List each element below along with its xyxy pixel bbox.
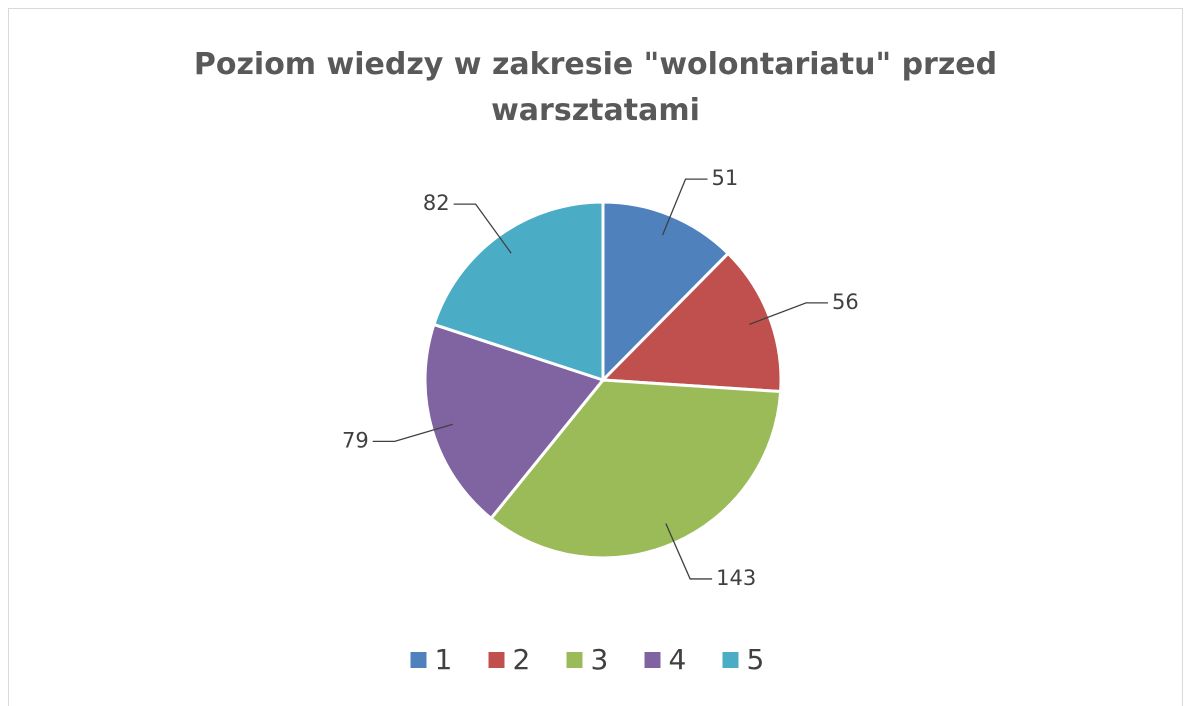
data-label: 143 [716,566,756,590]
leader-line [453,203,512,254]
leader-line [749,302,829,325]
leader-line [372,423,453,443]
legend-swatch [410,652,427,668]
legend-label: 3 [591,643,609,676]
legend-swatch [644,652,661,668]
data-label: 79 [342,428,369,452]
chart-title: Poziom wiedzy w zakresie "wolontariatu" … [193,47,998,128]
legend-swatch [566,652,583,668]
leader-line [661,178,708,236]
chart-border [8,8,1183,706]
legend-swatch [722,652,739,668]
chart-title-box: Poziom wiedzy w zakresie "wolontariatu" … [0,42,1191,134]
legend-label: 2 [513,643,531,676]
data-label: 82 [423,191,450,215]
data-label: 51 [712,166,739,190]
legend-label: 4 [669,643,687,676]
legend-label: 5 [747,643,765,676]
data-label: 56 [832,290,859,314]
legend-label: 1 [435,643,453,676]
leader-line [665,523,713,580]
legend-swatch [488,652,505,668]
